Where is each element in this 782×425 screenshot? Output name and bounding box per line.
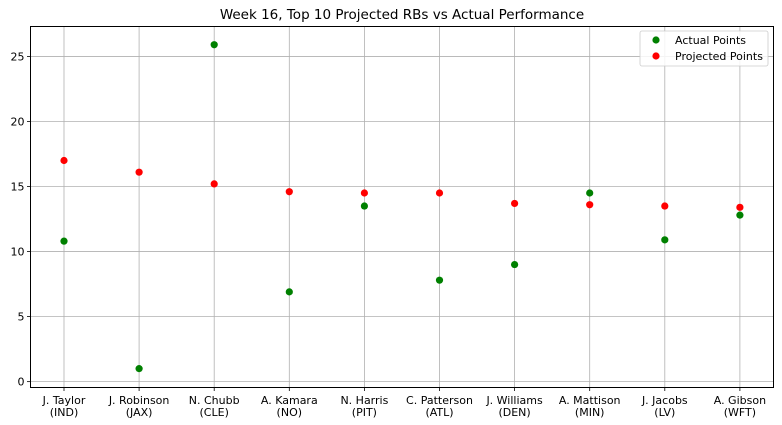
x-tick-label: N. Harris xyxy=(340,394,388,407)
y-axis: 0 5 10 15 20 25 xyxy=(11,50,31,389)
legend-box xyxy=(639,30,769,67)
x-tick-label: A. Kamara xyxy=(261,394,318,407)
actual-points-point xyxy=(60,237,68,245)
x-tick-label: (CLE) xyxy=(200,406,229,419)
legend-label-projected-points: Projected Points xyxy=(675,50,763,63)
actual-points-point xyxy=(135,365,143,373)
projected-points-point xyxy=(285,188,293,196)
data-points xyxy=(60,41,744,373)
x-tick-label: (WFT) xyxy=(724,406,756,419)
x-tick-label: J. Jacobs xyxy=(641,394,688,407)
actual-points-point xyxy=(210,41,218,49)
projected-points-point xyxy=(510,199,519,208)
actual-points-point xyxy=(360,202,368,210)
actual-points-point xyxy=(736,211,744,219)
y-tick-label: 15 xyxy=(11,181,25,194)
projected-points-point xyxy=(736,203,744,211)
y-tick-label: 25 xyxy=(11,50,25,63)
projected-points-point xyxy=(661,202,669,210)
x-tick-label: J. Williams xyxy=(485,394,543,407)
y-tick-label: 0 xyxy=(18,376,25,389)
legend-marker-projected-points xyxy=(652,52,660,60)
x-tick-label: (MIN) xyxy=(575,406,605,419)
chart-title: Week 16, Top 10 Projected RBs vs Actual … xyxy=(220,7,584,23)
projected-points-point xyxy=(60,156,68,165)
projected-points-point xyxy=(210,180,218,188)
legend-marker-actual-points xyxy=(652,36,660,44)
x-axis: J. Taylor(IND) J. Robinson(JAX) N. Chubb(C… xyxy=(42,387,766,419)
legend: Actual Points Projected Points xyxy=(639,30,769,67)
x-tick-label: J. Robinson xyxy=(108,394,170,407)
x-tick-label: (NO) xyxy=(277,406,302,419)
y-tick-label: 10 xyxy=(11,246,25,259)
actual-points-point xyxy=(586,189,594,197)
actual-points-point xyxy=(285,288,293,296)
projected-points-point xyxy=(135,168,143,176)
x-tick-label: (LV) xyxy=(654,406,675,419)
x-tick-label: A. Gibson xyxy=(714,394,766,407)
projected-points-point xyxy=(435,189,444,197)
projected-points-point xyxy=(586,201,594,209)
x-tick-label: (JAX) xyxy=(126,406,153,419)
x-tick-label: (ATL) xyxy=(425,406,453,419)
x-tick-label: (PIT) xyxy=(352,406,377,419)
actual-points-point xyxy=(661,236,669,244)
x-tick-label: J. Taylor xyxy=(42,394,86,407)
y-tick-label: 20 xyxy=(11,115,25,128)
x-tick-label: C. Patterson xyxy=(406,394,473,407)
plot-frame xyxy=(30,26,774,388)
x-tick-label: N. Chubb xyxy=(189,394,240,407)
x-tick-label: A. Mattison xyxy=(559,394,621,407)
legend-label-actual-points: Actual Points xyxy=(675,34,746,47)
projected-points-point xyxy=(360,189,368,197)
x-tick-label: (IND) xyxy=(50,406,79,419)
y-tick-label: 5 xyxy=(18,311,25,324)
actual-points-point xyxy=(435,276,444,284)
x-tick-label: (DEN) xyxy=(498,406,530,419)
actual-points-point xyxy=(510,260,519,269)
